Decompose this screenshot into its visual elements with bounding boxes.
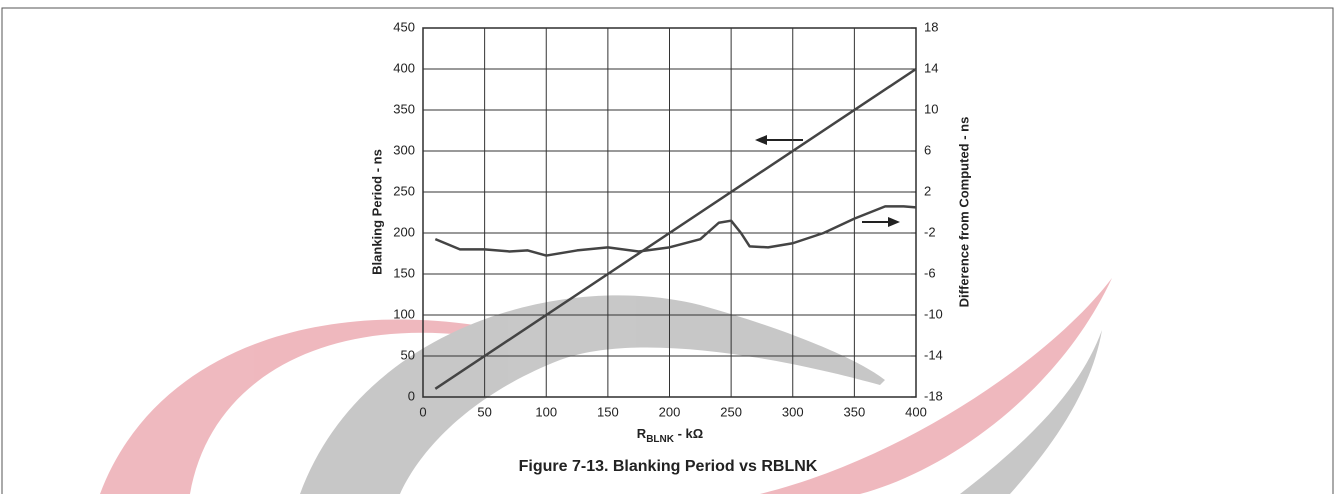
watermark [100, 278, 1112, 494]
y-tick-label: 100 [393, 306, 415, 321]
y-tick-label: 300 [393, 142, 415, 157]
x-label-main: R [637, 426, 647, 441]
x-axis-label: RBLNK - kΩ [637, 426, 703, 444]
x-tick-label: 250 [720, 404, 742, 419]
y-axis-label: Blanking Period - ns [369, 149, 384, 275]
y2-tick-label: -18 [924, 388, 943, 403]
y2-tick-label: -10 [924, 306, 943, 321]
y-tick-label: 250 [393, 183, 415, 198]
y-tick-label: 400 [393, 60, 415, 75]
x-tick-label: 400 [905, 404, 927, 419]
y-tick-label: 350 [393, 101, 415, 116]
x-tick-label: 100 [535, 404, 557, 419]
x-tick-label: 50 [477, 404, 491, 419]
x-tick-label: 0 [419, 404, 426, 419]
caption: Figure 7-13. Blanking Period vs RBLNK [519, 458, 818, 475]
y-tick-label: 0 [408, 388, 415, 403]
y-tick-label: 150 [393, 265, 415, 280]
y2-tick-label: 18 [924, 19, 938, 34]
arrows [755, 135, 900, 227]
series-line [434, 67, 917, 390]
y2-tick-label: -14 [924, 347, 943, 362]
x-tick-label: 150 [597, 404, 619, 419]
y2-tick-label: 10 [924, 101, 938, 116]
y-tick-label: 450 [393, 19, 415, 34]
series-line [434, 205, 917, 257]
y2-tick-label: 14 [924, 60, 938, 75]
x-label-unit: - kΩ [674, 426, 703, 441]
y-tick-label: 200 [393, 224, 415, 239]
y2-tick-label: -6 [924, 265, 936, 280]
y-tick-label: 50 [401, 347, 415, 362]
x-tick-label: 200 [659, 404, 681, 419]
x-tick-label: 300 [782, 404, 804, 419]
y2-tick-label: -2 [924, 224, 936, 239]
frame [1, 7, 1334, 494]
y2-tick-label: 6 [924, 142, 931, 157]
y2-tick-label: 2 [924, 183, 931, 198]
y2-axis-label: Difference from Computed - ns [956, 117, 971, 308]
x-label-sub: BLNK [646, 434, 675, 445]
x-tick-label: 350 [844, 404, 866, 419]
